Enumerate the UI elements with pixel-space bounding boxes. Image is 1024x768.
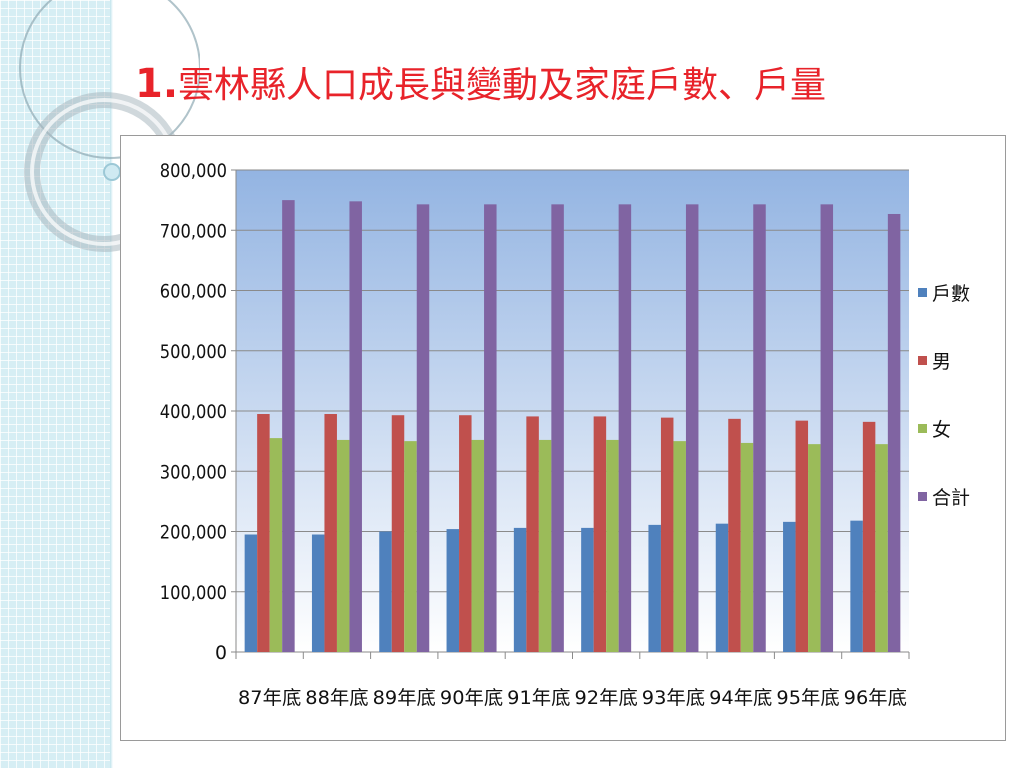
legend-swatch — [918, 288, 927, 297]
bar-戶數-88年底 — [311, 534, 325, 652]
x-tick-label: 90年底 — [440, 687, 503, 709]
bar-女-92年底 — [606, 439, 619, 652]
legend-item: 合計 — [918, 486, 970, 510]
bar-女-90年底 — [471, 439, 485, 652]
bar-合計-88年底 — [349, 201, 362, 652]
bar-合計-87年底 — [282, 200, 295, 652]
bar-合計-96年底 — [887, 213, 901, 653]
legend-item: 女 — [918, 418, 951, 442]
bar-chart: 0 100,000 200,000 300,000 400,000 500,000 600,… — [160, 160, 910, 709]
bar-合計-92年底 — [618, 204, 632, 652]
bar-合計-94年底 — [753, 204, 766, 652]
legend-label: 戶數 — [932, 283, 971, 305]
bar-戶數-92年底 — [581, 527, 594, 652]
bar-戶數-96年底 — [850, 520, 863, 652]
strip-edge — [110, 0, 113, 768]
title-number: 1. — [135, 61, 179, 107]
y-tick-label: 500,000 — [160, 341, 227, 363]
bar-女-96年底 — [875, 444, 888, 652]
bar-戶數-95年底 — [783, 521, 796, 652]
legend-label: 合計 — [932, 487, 971, 509]
x-tick-label: 87年底 — [238, 687, 301, 709]
bar-女-95年底 — [808, 444, 821, 652]
legend-item: 男 — [918, 350, 951, 374]
y-tick-label: 0 — [215, 642, 227, 664]
bar-合計-90年底 — [484, 204, 497, 652]
x-tick-label: 88年底 — [305, 687, 368, 709]
bar-男-92年底 — [593, 416, 607, 652]
x-tick-label: 96年底 — [844, 687, 907, 709]
y-tick-label: 800,000 — [160, 160, 227, 182]
y-tick-label: 600,000 — [160, 281, 227, 303]
legend-swatch — [918, 492, 927, 501]
bar-女-89年底 — [404, 441, 417, 652]
x-tick-label: 95年底 — [776, 687, 839, 709]
y-tick-label: 400,000 — [160, 401, 227, 423]
bar-戶數-93年底 — [648, 524, 661, 652]
y-tick-label: 100,000 — [160, 582, 227, 604]
bar-男-91年底 — [526, 416, 539, 652]
bar-合計-91年底 — [551, 204, 564, 652]
legend-swatch — [918, 424, 927, 433]
bar-女-87年底 — [269, 438, 283, 652]
y-tick-label: 200,000 — [160, 522, 227, 544]
bar-戶數-90年底 — [446, 529, 460, 652]
bar-合計-93年底 — [685, 204, 699, 652]
x-tick-label: 94年底 — [709, 687, 772, 709]
bar-女-94年底 — [740, 442, 754, 652]
bar-戶數-89年底 — [379, 531, 392, 652]
legend-label: 女 — [932, 419, 952, 441]
bar-戶數-94年底 — [715, 523, 729, 652]
bar-男-90年底 — [459, 415, 472, 652]
bar-女-93年底 — [673, 441, 686, 652]
bar-男-96年底 — [862, 421, 876, 652]
x-tick-label: 92年底 — [575, 687, 638, 709]
x-tick-label: 91年底 — [507, 687, 570, 709]
x-tick-label: 89年底 — [373, 687, 436, 709]
bar-女-88年底 — [336, 439, 350, 652]
bar-男-93年底 — [660, 417, 674, 652]
legend-swatch — [918, 356, 927, 365]
bar-女-91年底 — [538, 439, 552, 652]
bar-男-87年底 — [257, 414, 270, 652]
bar-男-89年底 — [391, 415, 405, 652]
bar-男-94年底 — [728, 418, 741, 652]
title-text: 雲林縣人口成長與變動及家庭戶數、戶量 — [178, 65, 827, 106]
y-tick-label: 700,000 — [160, 220, 227, 242]
legend-label: 男 — [932, 351, 952, 373]
bar-戶數-87年底 — [244, 534, 258, 652]
y-tick-label: 300,000 — [160, 461, 227, 483]
chart-frame: 0 100,000 200,000 300,000 400,000 500,000 600,… — [120, 135, 1006, 741]
bar-戶數-91年底 — [513, 527, 527, 652]
x-tick-label: 93年底 — [642, 687, 705, 709]
bar-男-95年底 — [795, 420, 809, 652]
bar-合計-95年底 — [820, 204, 834, 652]
legend-item: 戶數 — [918, 282, 970, 306]
bar-男-88年底 — [324, 414, 337, 652]
slide-title: 1.雲林縣人口成長與變動及家庭戶數、戶量 — [135, 58, 1015, 110]
bar-合計-89年底 — [416, 204, 430, 652]
